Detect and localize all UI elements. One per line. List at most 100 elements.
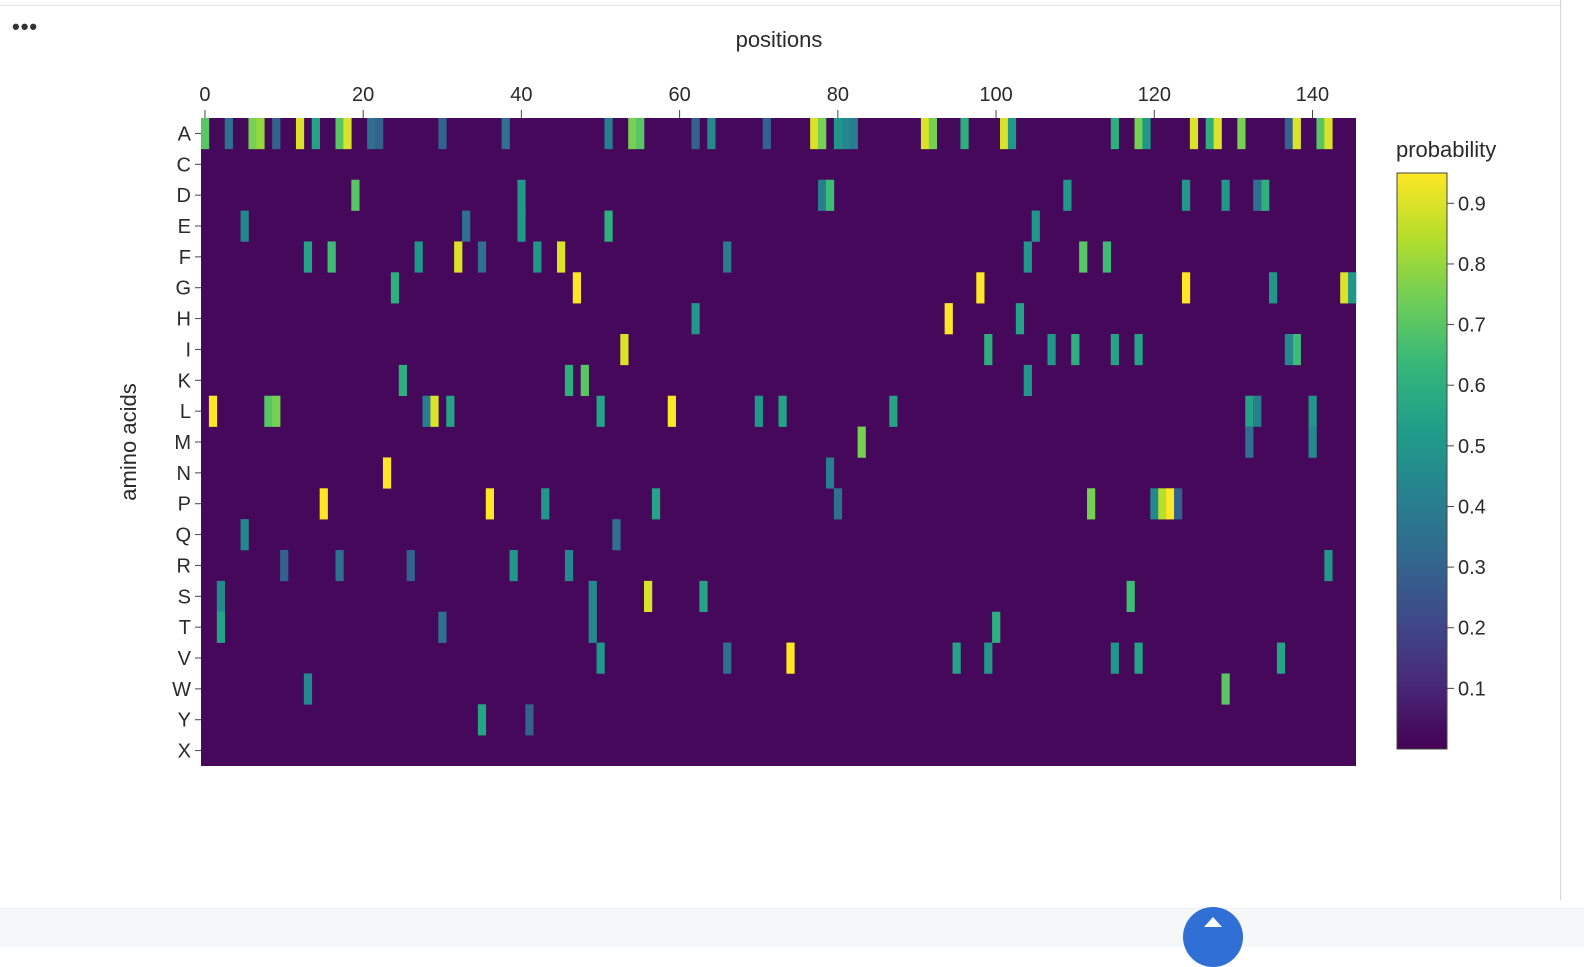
- scroll-up-button[interactable]: [1183, 907, 1243, 967]
- colorbar-tick-label: 0.8: [1458, 254, 1486, 276]
- heatmap-cell: [272, 118, 281, 150]
- heatmap-cell: [1181, 179, 1191, 211]
- heatmap-cell: [651, 488, 661, 520]
- heatmap-cell: [327, 241, 336, 273]
- heatmap-cell: [295, 118, 305, 150]
- heatmap-cell: [723, 642, 732, 674]
- y-tick-label: X: [178, 741, 191, 763]
- y-tick-label: P: [178, 494, 191, 516]
- heatmap-cell: [920, 118, 930, 150]
- more-options-button[interactable]: •••: [12, 14, 39, 39]
- heatmap-cell: [699, 580, 708, 613]
- x-tick-label: 0: [199, 84, 210, 106]
- heatmap-cell: [414, 241, 423, 273]
- heatmap-cell: [398, 364, 407, 397]
- heatmap-cell: [1158, 488, 1167, 520]
- heatmap-cell: [303, 673, 313, 705]
- heatmap-cell: [1015, 303, 1025, 335]
- heatmap-cell: [501, 118, 510, 150]
- heatmap-cell: [1253, 395, 1262, 427]
- y-tick-label: L: [180, 401, 191, 423]
- heatmap-cell: [335, 550, 344, 582]
- heatmap-cell: [1142, 118, 1151, 150]
- y-tick-label: S: [178, 586, 191, 608]
- heatmap-cell: [438, 118, 447, 150]
- x-tick-label: 60: [668, 84, 690, 106]
- heatmap-cell: [509, 550, 518, 582]
- heatmap-cell: [541, 488, 550, 520]
- heatmap-cell: [778, 395, 787, 427]
- y-tick-label: C: [177, 154, 191, 176]
- heatmap-cell: [1340, 272, 1349, 304]
- heatmap-cell: [564, 550, 574, 582]
- y-tick-label: G: [175, 278, 191, 300]
- heatmap-cell: [1000, 118, 1009, 150]
- heatmap-cell: [272, 395, 281, 427]
- y-tick-label: T: [179, 617, 191, 639]
- y-tick-label: N: [177, 463, 191, 485]
- colorbar: [1396, 172, 1448, 750]
- heatmap-cell: [240, 210, 249, 242]
- heatmap-cell: [422, 395, 431, 427]
- heatmap-cell: [818, 179, 827, 211]
- heatmap-cell: [564, 364, 574, 397]
- heatmap-cell: [1102, 241, 1112, 273]
- heatmap-cell: [588, 580, 597, 613]
- colorbar-title: probability: [1396, 137, 1496, 162]
- heatmap-cell: [477, 704, 487, 736]
- heatmap-cell: [303, 241, 313, 273]
- heatmap-cell: [367, 118, 376, 150]
- heatmap-cell: [596, 395, 605, 427]
- heatmap-cell: [311, 118, 320, 150]
- y-tick-label: V: [178, 648, 192, 670]
- heatmap-cell: [667, 395, 676, 427]
- heatmap-cell: [1174, 488, 1183, 520]
- heatmap-cell: [256, 118, 265, 150]
- heatmap-cell: [928, 118, 938, 150]
- heatmap-cell: [1245, 426, 1254, 458]
- heatmap-cell: [1134, 334, 1143, 366]
- colorbar-tick-label: 0.3: [1458, 557, 1486, 579]
- x-axis-title: positions: [736, 27, 823, 52]
- colorbar-ticks: 0.9 0.8 0.7 0.6 0.5 0.4 0.3 0.2 0.1: [1447, 193, 1486, 700]
- heatmap-cell: [691, 303, 700, 335]
- x-tick-label: 80: [827, 84, 849, 106]
- heatmap-cell: [857, 426, 866, 458]
- x-axis-ticks: 0 20 40 60 80 100 120 140: [199, 84, 1329, 118]
- heatmap-cell: [984, 334, 993, 366]
- heatmap-cell: [952, 642, 961, 674]
- heatmap-cell: [1110, 118, 1119, 150]
- heatmap-cell: [517, 210, 526, 242]
- heatmap-cell: [343, 118, 352, 150]
- heatmap-cell: [1284, 118, 1294, 150]
- heatmap-cell: [1261, 179, 1270, 211]
- heatmap-cell: [240, 519, 249, 551]
- heatmap-cell: [1087, 488, 1096, 520]
- heatmap-cell: [849, 118, 858, 150]
- heatmap-cell: [462, 210, 471, 242]
- heatmap-cell: [841, 118, 850, 150]
- heatmap-cell: [1284, 334, 1294, 366]
- heatmap-cell: [723, 241, 732, 273]
- heatmap-cell: [1166, 488, 1175, 520]
- heatmap-cell: [335, 118, 344, 150]
- heatmap-cell: [216, 611, 226, 643]
- heatmap-cell: [319, 488, 328, 520]
- x-tick-label: 100: [979, 84, 1012, 106]
- heatmap-chart: 0 20 40 60 80 100 120 140 ACDEFGHIKLMNPQRSTVWYX…: [116, 27, 1496, 766]
- heatmap-cell: [1316, 118, 1325, 150]
- heatmap-cell: [754, 395, 763, 427]
- y-tick-label: A: [178, 123, 192, 145]
- heatmap-cell: [644, 580, 653, 613]
- colorbar-tick-label: 0.9: [1458, 193, 1486, 215]
- heatmap-cell: [636, 118, 645, 150]
- heatmap-cell: [208, 395, 218, 427]
- heatmap-cell: [224, 118, 233, 150]
- heatmap-cell: [1268, 272, 1278, 304]
- heatmap-cell: [1292, 334, 1301, 366]
- heatmap-cell: [992, 611, 1001, 643]
- arrow-up-icon: [1204, 917, 1222, 927]
- heatmap-cell: [1213, 118, 1222, 150]
- heatmap-cell: [588, 611, 597, 643]
